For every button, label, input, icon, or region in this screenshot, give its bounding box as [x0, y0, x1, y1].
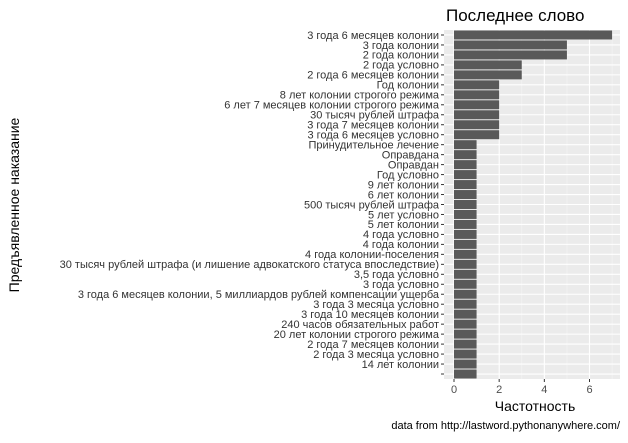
bar	[454, 309, 477, 319]
bar	[454, 170, 477, 180]
bar	[454, 110, 500, 120]
y-tick-label: 6 лет 7 месяцев колонии строгого режима	[224, 100, 440, 112]
chart-title: Последнее слово	[446, 6, 585, 25]
bar	[454, 349, 477, 359]
bar	[454, 190, 477, 200]
bar	[454, 100, 500, 110]
y-tick-label: 2 года 7 месяцев колонии	[307, 339, 439, 351]
chart-caption: data from http://lastword.pythonanywhere…	[391, 420, 620, 432]
bar	[454, 269, 477, 279]
y-tick-label: 6 лет колонии	[368, 189, 439, 201]
y-tick-label: 3 года 6 месяцев колонии	[307, 30, 439, 42]
bar	[454, 289, 477, 299]
bar	[454, 319, 477, 329]
bar	[454, 259, 477, 269]
bar	[454, 30, 613, 40]
bar	[454, 50, 567, 60]
x-tick-label: 6	[586, 384, 592, 396]
x-axis-label: Частотность	[494, 398, 576, 414]
y-tick-label: 30 тысяч рублей штрафа (и лишение адвока…	[60, 259, 439, 271]
bar	[454, 229, 477, 239]
y-tick-label: 2 года 6 месяцев колонии	[307, 70, 439, 82]
y-tick-label: 4 года условно	[363, 229, 439, 241]
bar	[454, 130, 500, 140]
y-tick-label: 3 года 3 месяца условно	[313, 299, 439, 311]
bar	[454, 140, 477, 150]
y-tick-label: 14 лет колонии	[362, 359, 439, 371]
y-tick-label: 2 года 3 месяца условно	[313, 349, 439, 361]
bar	[454, 160, 477, 170]
y-tick-label: 240 часов обязательных работ	[281, 319, 439, 331]
y-tick-label: 4 года колонии	[363, 239, 439, 251]
bar	[454, 90, 500, 100]
bar	[454, 40, 567, 50]
y-tick-label: 2 года колонии	[363, 50, 439, 62]
y-tick-label: 3 года 6 месяцев условно	[308, 130, 440, 142]
bar	[454, 60, 522, 70]
bar	[454, 279, 477, 289]
y-tick-label: 8 лет колонии строгого режима	[280, 90, 440, 102]
bar	[454, 359, 477, 369]
bar	[454, 239, 477, 249]
bar	[454, 70, 522, 80]
y-tick-label: 3 года 7 месяцев колонии	[307, 120, 439, 132]
bar	[454, 249, 477, 259]
y-tick-label: 5 лет условно	[368, 209, 439, 221]
bar	[454, 120, 500, 130]
y-tick-label: 2 года условно	[363, 60, 439, 72]
y-tick-label: Год колонии	[377, 80, 439, 92]
y-tick-label: 5 лет колонии	[368, 219, 439, 231]
y-tick-label: 3 года колонии	[363, 40, 439, 52]
bar	[454, 339, 477, 349]
y-tick-label: 20 лет колонии строгого режима	[274, 329, 440, 341]
bar	[454, 299, 477, 309]
y-tick-label: 3 года 6 месяцев колонии, 5 миллиардов р…	[78, 289, 440, 301]
y-tick-label: Принудительное лечение	[309, 139, 439, 151]
bar	[454, 219, 477, 229]
bar	[454, 329, 477, 339]
x-axis-ticks: 0 2 4 6	[451, 379, 593, 396]
y-tick-label: Год условно	[377, 169, 439, 181]
bar	[454, 150, 477, 160]
y-tick-label: Оправдана	[382, 149, 440, 161]
bar	[454, 200, 477, 209]
y-tick-label: 3 года 10 месяцев колонии	[301, 309, 439, 321]
y-tick-label: 500 тысяч рублей штрафа	[304, 199, 440, 211]
x-tick-label: 4	[541, 384, 547, 396]
y-tick-label: Оправдан	[388, 159, 439, 171]
y-tick-label: 9 лет колонии	[368, 179, 439, 191]
y-tick-label: 30 тысяч рублей штрафа	[310, 110, 440, 122]
bar	[454, 180, 477, 190]
bar	[454, 369, 477, 379]
y-tick-label: 3,5 года условно	[354, 269, 439, 281]
y-tick-label: 4 года колонии-поселения	[305, 249, 439, 261]
x-tick-label: 2	[496, 384, 502, 396]
y-tick-label: 3 года условно	[363, 279, 439, 291]
bars	[454, 30, 613, 379]
bar	[454, 80, 500, 90]
bar	[454, 209, 477, 219]
x-tick-label: 0	[451, 384, 457, 396]
